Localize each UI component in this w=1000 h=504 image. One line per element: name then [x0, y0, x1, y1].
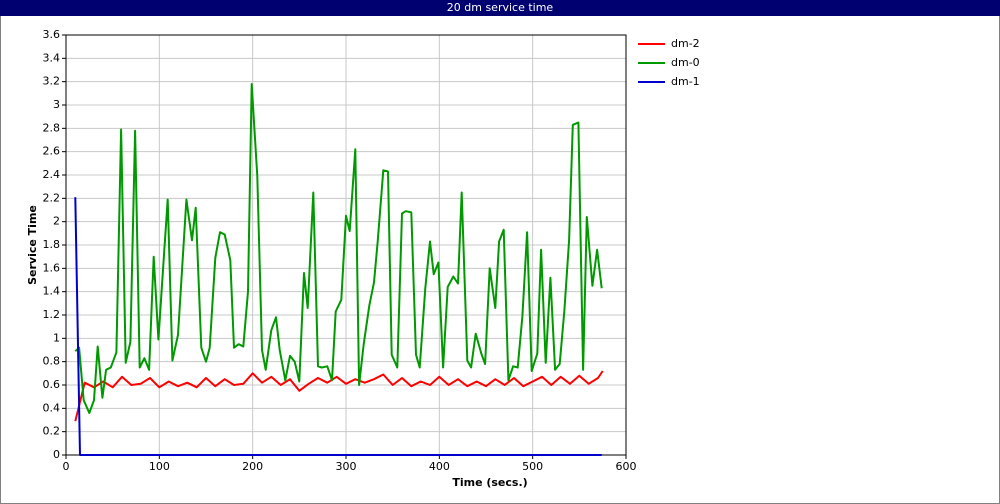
y-tick-label: 2.4 [43, 168, 61, 181]
y-tick-label: 3.2 [43, 75, 61, 88]
y-tick-label: 3 [53, 98, 60, 111]
y-tick-label: 0.4 [43, 401, 61, 414]
series-line [74, 83, 603, 414]
y-tick-label: 0.2 [43, 425, 61, 438]
y-tick-label: 1 [53, 331, 60, 344]
y-axis-title: Service Time [26, 205, 39, 285]
x-tick-label: 500 [522, 460, 543, 473]
series-line [74, 370, 604, 422]
y-tick-label: 2.6 [43, 145, 61, 158]
x-tick-label: 200 [242, 460, 263, 473]
y-tick-label: 2.2 [43, 191, 61, 204]
x-axis-title: Time (secs.) [452, 476, 527, 489]
legend-label: dm-0 [671, 56, 700, 69]
series-line [74, 197, 602, 456]
y-tick-label: 2 [53, 215, 60, 228]
x-tick-label: 100 [149, 460, 170, 473]
legend-label: dm-1 [671, 75, 700, 88]
x-tick-label: 400 [429, 460, 450, 473]
y-tick-label: 0 [53, 448, 60, 461]
y-tick-label: 3.6 [43, 28, 61, 41]
y-tick-label: 0.6 [43, 378, 61, 391]
x-tick-label: 600 [616, 460, 637, 473]
y-tick-label: 3.4 [43, 51, 61, 64]
title-bar [0, 0, 1000, 16]
chart-title: 20 dm service time [447, 1, 554, 14]
y-tick-label: 1.4 [43, 285, 61, 298]
y-tick-label: 1.6 [43, 261, 61, 274]
x-tick-label: 0 [63, 460, 70, 473]
y-tick-label: 2.8 [43, 121, 61, 134]
y-tick-label: 1.8 [43, 238, 61, 251]
y-tick-label: 1.2 [43, 308, 61, 321]
x-tick-label: 300 [336, 460, 357, 473]
legend-label: dm-2 [671, 37, 700, 50]
y-tick-label: 0.8 [43, 355, 61, 368]
